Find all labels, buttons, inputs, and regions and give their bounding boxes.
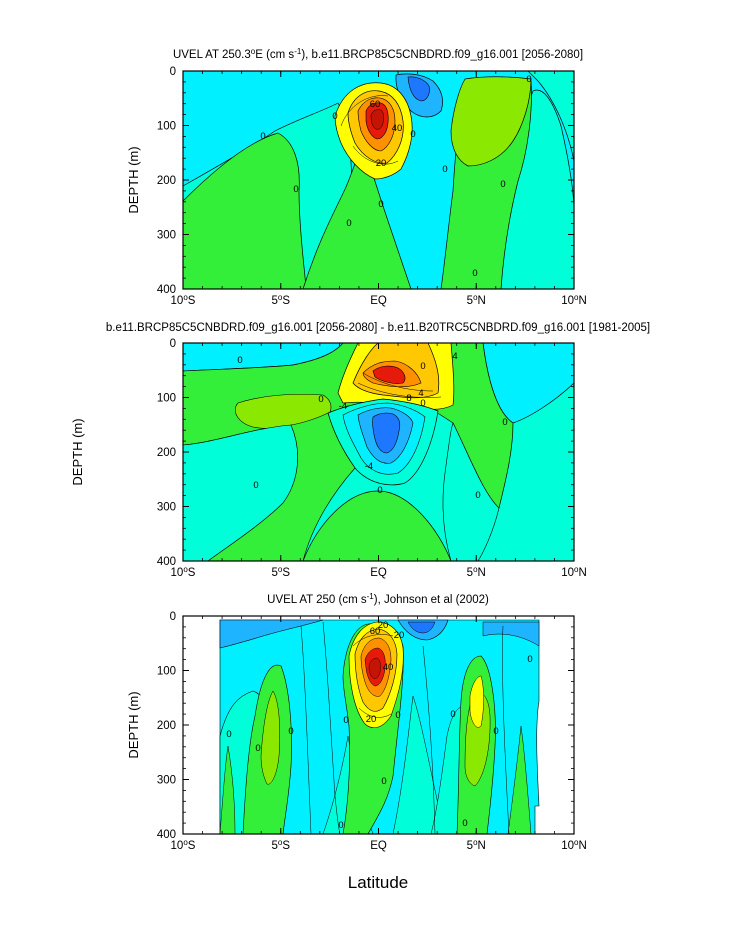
p2-contour-label: 4 xyxy=(418,388,423,399)
p3-contour-label: 0 xyxy=(343,715,348,726)
p2-contour-label: 0 xyxy=(420,361,425,372)
y-tick-label: 0 xyxy=(170,611,176,623)
p3-contour-label: 20 xyxy=(394,630,405,641)
y-tick-label: 200 xyxy=(157,720,176,732)
p1-contour-label: 40 xyxy=(392,123,403,134)
panel-1-ylabel: DEPTH (m) xyxy=(126,146,141,213)
p2-contour-label: 0 xyxy=(253,480,258,491)
p3-contour-label: 0 xyxy=(450,709,455,720)
panel-1: UVEL AT 250.3oE (cm s-1), b.e11.BRCP85C5… xyxy=(157,47,587,307)
p3-contour-label: 20 xyxy=(366,714,377,725)
x-tick-label: EQ xyxy=(370,567,387,579)
p2-contour-label: 8 xyxy=(406,393,411,404)
x-tick-label: 5oN xyxy=(467,565,486,579)
p3-contour-label: 0 xyxy=(527,654,532,665)
x-tick-label: EQ xyxy=(370,295,387,307)
shared-ylabel: DEPTH (m) xyxy=(70,418,85,485)
y-tick-label: 0 xyxy=(170,66,176,78)
p2-contour-label: 0 xyxy=(318,394,323,405)
x-tick-label: 5oN xyxy=(467,838,486,852)
y-tick-label: 100 xyxy=(157,666,176,678)
p3-contour-label: 0 xyxy=(226,729,231,740)
panel-3: UVEL AT 250 (cm s-1), Johnson et al (200… xyxy=(157,592,587,852)
panel-2-title: b.e11.BRCP85C5CNBDRD.f09_g16.001 [2056-2… xyxy=(106,322,650,334)
panel-3-plot-area: 60 40 20 20 20 0 0 0 0 0 0 0 0 0 0 0 xyxy=(183,616,574,834)
p2-contour-label: -4 xyxy=(339,401,347,412)
x-tick-label: 10oS xyxy=(171,565,196,579)
x-tick-label: 5oN xyxy=(467,293,486,307)
y-tick-label: 300 xyxy=(157,230,176,242)
p3-contour-label: 20 xyxy=(378,620,389,631)
x-tick-label: EQ xyxy=(370,840,387,852)
p1-contour-label: 0 xyxy=(346,218,351,229)
p3-contour-label: 0 xyxy=(381,776,386,787)
y-tick-label: 300 xyxy=(157,502,176,514)
p1-contour-label: 0 xyxy=(500,179,505,190)
p2-contour-label: 0 xyxy=(237,355,242,366)
x-tick-label: 10oS xyxy=(171,838,196,852)
p3-contour-label: 0 xyxy=(493,726,498,737)
p3-contour-label: 0 xyxy=(288,726,293,737)
p1-contour-label: 0 xyxy=(442,164,447,175)
panel-2-plot-area: 8 4 4 -4 -4 0 0 0 0 0 0 0 0 xyxy=(183,343,574,561)
x-tick-label: 10oN xyxy=(561,565,587,579)
p1-contour-label: 0 xyxy=(472,268,477,279)
p2-contour-label: -4 xyxy=(365,461,373,472)
p1-contour-label: 0 xyxy=(378,199,383,210)
panel-3-ylabel: DEPTH (m) xyxy=(126,691,141,758)
p3-contour-label: 0 xyxy=(462,818,467,829)
y-tick-label: 400 xyxy=(157,284,176,296)
p1-contour-label: 0 xyxy=(293,184,298,195)
y-tick-label: 400 xyxy=(157,556,176,568)
p1-contour-label: 0 xyxy=(260,131,265,142)
x-tick-label: 10oN xyxy=(561,838,587,852)
x-tick-label: 5oS xyxy=(271,565,290,579)
p2-contour-label: 0 xyxy=(420,398,425,409)
p3-contour-label: 0 xyxy=(395,710,400,721)
x-tick-label: 5oS xyxy=(271,838,290,852)
p1-contour-label: 0 xyxy=(332,111,337,122)
p1-contour-label: 0 xyxy=(526,74,531,85)
p3-contour-label: 0 xyxy=(338,820,343,831)
y-tick-label: 400 xyxy=(157,829,176,841)
panel-3-title: UVEL AT 250 (cm s-1), Johnson et al (200… xyxy=(267,592,489,606)
x-tick-label: 10oS xyxy=(171,293,196,307)
p1-contour-label: 0 xyxy=(410,129,415,140)
p3-contour-label: 60 xyxy=(370,626,381,637)
y-tick-label: 200 xyxy=(157,447,176,459)
panel-2: b.e11.BRCP85C5CNBDRD.f09_g16.001 [2056-2… xyxy=(106,322,650,579)
x-tick-label: 10oN xyxy=(561,293,587,307)
p2-contour-label: 0 xyxy=(502,417,507,428)
y-tick-label: 300 xyxy=(157,775,176,787)
p3-contour-label: 0 xyxy=(255,743,260,754)
y-tick-label: 200 xyxy=(157,175,176,187)
p2-contour-label: 0 xyxy=(377,485,382,496)
x-tick-label: 5oS xyxy=(271,293,290,307)
panel-1-plot-area: 60 40 20 0 0 0 0 0 0 0 0 0 0 xyxy=(183,71,574,289)
y-tick-label: 0 xyxy=(170,338,176,350)
x-axis-label: Latitude xyxy=(348,873,409,892)
y-tick-label: 100 xyxy=(157,121,176,133)
p2-contour-label: 4 xyxy=(452,351,457,362)
p1-contour-label: 20 xyxy=(376,158,387,169)
p2-contour-label: 0 xyxy=(475,490,480,501)
p3-contour-label: 40 xyxy=(383,662,394,673)
y-tick-label: 100 xyxy=(157,393,176,405)
panel-1-title: UVEL AT 250.3oE (cm s-1), b.e11.BRCP85C5… xyxy=(173,47,583,61)
p1-contour-label: 60 xyxy=(370,99,381,110)
